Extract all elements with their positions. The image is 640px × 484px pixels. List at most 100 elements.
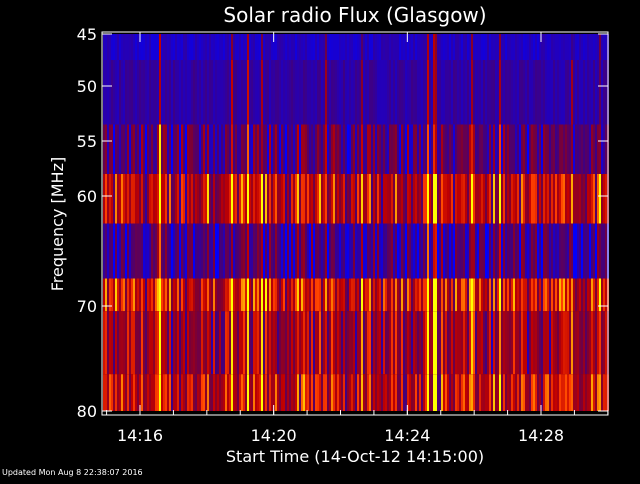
heatmap-cell — [279, 278, 281, 312]
heatmap-cell — [203, 311, 205, 375]
heatmap-cell — [277, 311, 279, 375]
heatmap-cell — [383, 223, 385, 279]
heatmap-cell — [175, 60, 177, 125]
heatmap-cell — [469, 374, 471, 411]
heatmap-cell — [503, 311, 505, 375]
heatmap-cell — [529, 223, 531, 279]
heatmap-cell — [135, 124, 137, 174]
heatmap-cell — [567, 60, 569, 125]
heatmap-cell — [603, 311, 605, 375]
heatmap-cell — [157, 374, 159, 411]
heatmap-cell — [539, 374, 541, 411]
heatmap-cell — [447, 34, 449, 60]
heatmap-cell — [477, 311, 479, 375]
heatmap-cell — [271, 174, 273, 224]
heatmap-cell — [251, 223, 253, 279]
heatmap-cell — [441, 124, 443, 174]
heatmap-cell — [447, 311, 449, 375]
heatmap-cell — [473, 34, 475, 60]
heatmap-cell — [427, 174, 429, 224]
heatmap-cell — [307, 223, 309, 279]
heatmap-cell — [287, 34, 289, 60]
heatmap-cell — [509, 174, 511, 224]
heatmap-cell — [543, 223, 545, 279]
heatmap-cell — [539, 60, 541, 125]
heatmap-cell — [507, 60, 509, 125]
heatmap-cell — [513, 34, 515, 60]
heatmap-cell — [595, 174, 597, 224]
heatmap-cell — [521, 311, 523, 375]
heatmap-cell — [431, 278, 433, 312]
heatmap-cell — [381, 124, 383, 174]
heatmap-cell — [403, 174, 405, 224]
heatmap-cell — [319, 174, 321, 224]
heatmap-cell — [425, 278, 427, 312]
heatmap-cell — [289, 278, 291, 312]
heatmap-cell — [457, 34, 459, 60]
heatmap-cell — [437, 311, 439, 375]
heatmap-cell — [331, 60, 333, 125]
heatmap-cell — [287, 223, 289, 279]
heatmap-cell — [391, 278, 393, 312]
heatmap-cell — [247, 278, 249, 312]
heatmap-cell — [433, 278, 435, 312]
heatmap-cell — [239, 34, 241, 60]
heatmap-cell — [203, 278, 205, 312]
heatmap-cell — [233, 174, 235, 224]
heatmap-cell — [105, 278, 107, 312]
heatmap-cell — [603, 174, 605, 224]
heatmap-cell — [489, 124, 491, 174]
heatmap-cell — [299, 60, 301, 125]
heatmap-cell — [487, 311, 489, 375]
heatmap-cell — [495, 34, 497, 60]
heatmap-cell — [445, 311, 447, 375]
heatmap-cell — [191, 278, 193, 312]
heatmap-cell — [115, 374, 117, 411]
heatmap-cell — [445, 34, 447, 60]
heatmap-cell — [301, 124, 303, 174]
heatmap-cell — [521, 278, 523, 312]
heatmap-cell — [233, 278, 235, 312]
heatmap-cell — [583, 124, 585, 174]
heatmap-cell — [161, 278, 163, 312]
heatmap-cell — [405, 124, 407, 174]
heatmap-cell — [381, 311, 383, 375]
heatmap-cell — [337, 124, 339, 174]
heatmap-cell — [175, 374, 177, 411]
heatmap-cell — [439, 311, 441, 375]
heatmap-cell — [313, 311, 315, 375]
heatmap-cell — [321, 34, 323, 60]
heatmap-cell — [263, 311, 265, 375]
heatmap-cell — [403, 60, 405, 125]
heatmap-cell — [107, 60, 109, 125]
heatmap-cell — [395, 124, 397, 174]
heatmap-cell — [537, 174, 539, 224]
heatmap-cell — [133, 124, 135, 174]
heatmap-cell — [249, 60, 251, 125]
heatmap-cell — [289, 124, 291, 174]
heatmap-cell — [453, 311, 455, 375]
heatmap-cell — [301, 34, 303, 60]
heatmap-cell — [445, 374, 447, 411]
heatmap-cell — [245, 311, 247, 375]
heatmap-cell — [379, 374, 381, 411]
heatmap-cell — [227, 174, 229, 224]
heatmap-cell — [331, 278, 333, 312]
heatmap-cell — [171, 60, 173, 125]
heatmap-cell — [519, 278, 521, 312]
heatmap-cell — [167, 278, 169, 312]
heatmap-cell — [465, 124, 467, 174]
heatmap-cell — [421, 278, 423, 312]
heatmap-cell — [269, 124, 271, 174]
heatmap-cell — [411, 223, 413, 279]
heatmap-cell — [277, 60, 279, 125]
heatmap-cell — [155, 278, 157, 312]
heatmap-cell — [327, 223, 329, 279]
heatmap-cell — [129, 223, 131, 279]
heatmap-cell — [405, 223, 407, 279]
heatmap-cell — [135, 223, 137, 279]
heatmap-cell — [565, 374, 567, 411]
heatmap-cell — [477, 374, 479, 411]
heatmap-cell — [229, 374, 231, 411]
heatmap-cell — [585, 34, 587, 60]
